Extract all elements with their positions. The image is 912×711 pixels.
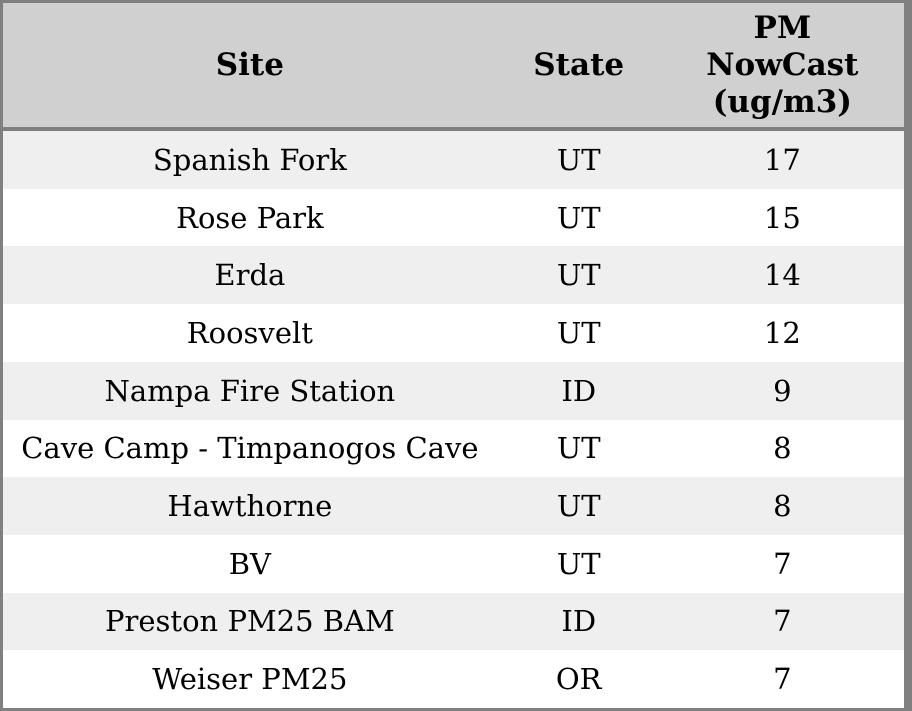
table-row: BV UT 7 [3, 534, 904, 593]
pm-nowcast-cell: 12 [763, 315, 801, 350]
pm-header-line-2: NowCast [706, 46, 859, 83]
state-cell: UT [556, 315, 601, 350]
state-cell: UT [556, 258, 601, 293]
state-cell: ID [561, 373, 597, 408]
pm-nowcast-cell: 7 [773, 662, 792, 697]
site-cell: Hawthorne [167, 489, 333, 524]
table-row: Cave Camp - Timpanogos Cave UT 8 [3, 419, 904, 478]
site-cell: Erda [214, 258, 286, 293]
site-cell: Preston PM25 BAM [105, 604, 395, 639]
table-row: Preston PM25 BAM ID 7 [3, 592, 904, 651]
state-cell: ID [561, 604, 597, 639]
site-cell: Roosvelt [186, 315, 313, 350]
column-header-state: State [533, 47, 625, 83]
table-row: Hawthorne UT 8 [3, 477, 904, 535]
pm-header-line-3: (ug/m3) [712, 83, 852, 120]
site-cell: Cave Camp - Timpanogos Cave [21, 431, 479, 466]
site-cell: Nampa Fire Station [104, 373, 396, 408]
table-row: Nampa Fire Station ID 9 [3, 361, 904, 420]
state-cell: OR [555, 662, 602, 697]
pm-nowcast-cell: 8 [773, 489, 792, 524]
table-row: Rose Park UT 15 [3, 188, 904, 247]
state-cell: UT [556, 546, 601, 581]
state-cell: UT [556, 200, 601, 235]
table-row: Erda UT 14 [3, 246, 904, 305]
table-body: Spanish Fork UT 17 Rose Park UT 15 Erda … [3, 131, 904, 708]
column-header-site: Site [215, 47, 284, 83]
state-cell: UT [556, 431, 601, 466]
pm-nowcast-cell: 15 [763, 200, 801, 235]
site-cell: Weiser PM25 [152, 662, 348, 697]
pm-nowcast-cell: 9 [773, 373, 792, 408]
state-cell: UT [556, 489, 601, 524]
pm-header-line-1: PM [753, 9, 812, 46]
site-cell: Rose Park [176, 200, 324, 235]
pm-nowcast-cell: 17 [763, 142, 801, 177]
pm-nowcast-cell: 8 [773, 431, 792, 466]
table-header-row: Site State PM NowCast (ug/m3) [3, 3, 904, 131]
pm-nowcast-cell: 14 [763, 258, 801, 293]
column-header-pm-nowcast: PM NowCast (ug/m3) [661, 10, 904, 121]
pm-nowcast-cell: 7 [773, 604, 792, 639]
table-row: Spanish Fork UT 17 [3, 131, 904, 189]
table-row: Weiser PM25 OR 7 [3, 650, 904, 708]
site-cell: Spanish Fork [152, 142, 347, 177]
table-row: Roosvelt UT 12 [3, 304, 904, 362]
pm-nowcast-cell: 7 [773, 546, 792, 581]
site-cell: BV [228, 546, 271, 581]
state-cell: UT [556, 142, 601, 177]
